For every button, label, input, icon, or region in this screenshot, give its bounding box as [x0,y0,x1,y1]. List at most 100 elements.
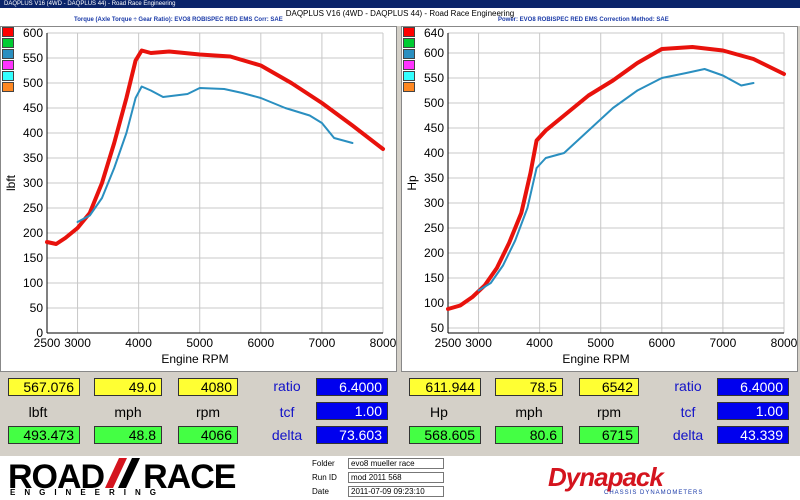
delta-label: delta [672,427,704,443]
y-tick-label: 0 [36,326,43,340]
runid-label: Run ID [312,473,337,482]
x-tick-label: 3000 [64,336,91,350]
x-tick-label: 4000 [526,336,553,350]
y-tick-label: 150 [23,251,43,265]
x-tick-label: 7000 [710,336,737,350]
unit-lbft: lbft [28,404,48,420]
series-swatches [1,27,15,93]
tcf-label: tcf [279,404,295,420]
x-tick-label: 2500 [435,336,462,350]
series-line-1 [477,68,755,292]
power-chart-panel: 2500 3000 4000 5000 6000 7000 8000 50 100 150 200 2… [401,26,798,372]
run-title: DAQPLUS V16 (4WD - DAQPLUS 44) - Road Ra… [285,9,515,18]
y-tick-label: 350 [424,171,444,185]
y-tick-label: 550 [23,51,43,65]
x-tick-label: 5000 [186,336,213,350]
torque-readout: 567.076 49.0 4080 ratio 6.4000 lbft mph … [0,372,397,456]
swatch-green[interactable] [403,38,415,48]
y-tick-label: 300 [23,176,43,190]
x-axis-label: Engine RPM [562,352,629,366]
x-tick-label: 4000 [125,336,152,350]
cursor-rpm-value: 6542 [579,378,639,396]
y-tick-label: 200 [23,226,43,240]
x-axis-label: Engine RPM [161,352,228,366]
y-tick-label: 250 [424,221,444,235]
x-tick-label: 6000 [247,336,274,350]
unit-rpm: rpm [596,404,622,420]
swatch-green[interactable] [2,38,14,48]
swatch-blue[interactable] [2,49,14,59]
swatch-magenta[interactable] [403,60,415,70]
cursor-power-value: 611.944 [409,378,481,396]
series-line-0 [45,48,385,246]
swatch-cyan[interactable] [403,71,415,81]
swatch-orange[interactable] [2,82,14,92]
swatch-orange[interactable] [403,82,415,92]
x-tick-label: 2500 [34,336,61,350]
unit-mph: mph [114,404,142,420]
peak-rpm-value: 6715 [579,426,639,444]
peak-speed-value: 80.6 [495,426,563,444]
tcf-value: 1.00 [717,402,789,420]
swatch-red[interactable] [2,27,14,37]
peak-rpm-value: 4066 [178,426,238,444]
swatch-magenta[interactable] [2,60,14,70]
y-tick-label: 450 [424,121,444,135]
torque-chart: 2500 3000 4000 5000 6000 7000 8000 0 50 100 150 200… [4,27,397,366]
series-line-1 [76,85,354,223]
y-axis-label: Hp [405,175,419,191]
y-tick-label: 300 [424,196,444,210]
y-tick-label: 150 [424,271,444,285]
y-tick-label: 550 [424,71,444,85]
y-tick-label: 100 [23,276,43,290]
x-tick-label: 8000 [771,336,798,350]
y-tick-label: 50 [30,301,44,315]
runid-field: mod 2011 568 [348,472,444,483]
cursor-speed-value: 49.0 [94,378,162,396]
y-tick-label: 600 [23,27,43,40]
y-tick-label: 450 [23,101,43,115]
unit-mph: mph [515,404,543,420]
logo-road-text: ROAD [8,458,105,496]
window-titlebar: DAQPLUS V16 (4WD - DAQPLUS 44) - Road Ra… [0,0,800,8]
unit-rpm: rpm [195,404,221,420]
y-tick-label: 600 [424,46,444,60]
cursor-rpm-value: 4080 [178,378,238,396]
swatch-cyan[interactable] [2,71,14,81]
folder-field: evo8 mueller race [348,458,444,469]
y-tick-label: 400 [23,126,43,140]
date-field: 2011-07-09 09:23:10 [348,486,444,497]
logo-engineering-text: ENGINEERING [10,488,166,497]
y-tick-label: 400 [424,146,444,160]
footer: ROAD RACE ENGINEERING Folder evo8 mueller… [0,456,800,500]
peak-power-value: 568.605 [409,426,481,444]
delta-value: 43.339 [717,426,789,444]
x-tick-label: 3000 [465,336,492,350]
y-tick-label: 250 [23,201,43,215]
peak-torque-value: 493.473 [8,426,80,444]
ratio-label: ratio [674,378,702,394]
tcf-value: 1.00 [316,402,388,420]
delta-label: delta [271,427,303,443]
torque-chart-panel: 2500 3000 4000 5000 6000 7000 8000 0 50 100 150 200… [0,26,397,372]
x-tick-label: 7000 [309,336,336,350]
logo-race-text: RACE [143,458,236,496]
x-tick-label: 8000 [370,336,397,350]
y-tick-label: 200 [424,246,444,260]
swatch-red[interactable] [403,27,415,37]
series-line-0 [446,45,786,311]
series-swatches [402,27,416,93]
torque-subtitle: Torque (Axle Torque ÷ Gear Ratio): EVO8 … [74,17,283,23]
cursor-torque-value: 567.076 [8,378,80,396]
power-readout: 611.944 78.5 6542 ratio 6.4000 Hp mph rp… [401,372,798,456]
ratio-label: ratio [273,378,301,394]
y-axis-label: lbft [4,174,18,191]
ratio-value: 6.4000 [717,378,789,396]
y-tick-label: 100 [424,296,444,310]
date-label: Date [312,487,329,496]
swatch-blue[interactable] [403,49,415,59]
x-tick-label: 6000 [648,336,675,350]
peak-speed-value: 48.8 [94,426,162,444]
chart-header: DAQPLUS V16 (4WD - DAQPLUS 44) - Road Ra… [0,8,800,26]
y-tick-label: 50 [431,321,445,335]
